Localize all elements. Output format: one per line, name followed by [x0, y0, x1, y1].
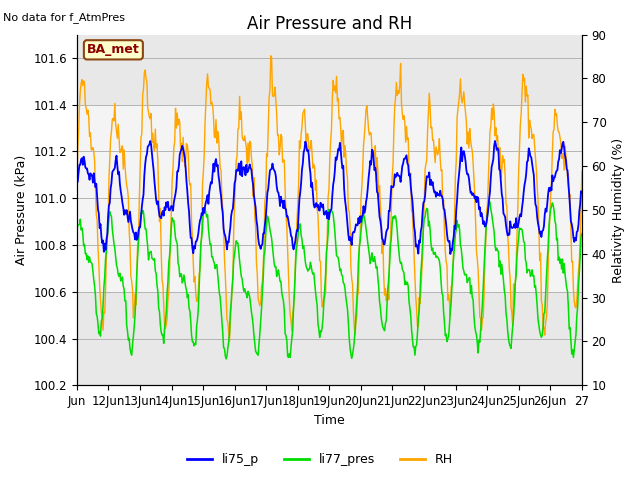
Y-axis label: Relativity Humidity (%): Relativity Humidity (%)	[612, 137, 625, 283]
Legend: li75_p, li77_pres, RH: li75_p, li77_pres, RH	[182, 448, 458, 471]
X-axis label: Time: Time	[314, 414, 345, 427]
Bar	[77, 105, 582, 292]
Y-axis label: Air Pressure (kPa): Air Pressure (kPa)	[15, 155, 28, 265]
Text: No data for f_AtmPres: No data for f_AtmPres	[3, 12, 125, 23]
Text: BA_met: BA_met	[87, 43, 140, 56]
Title: Air Pressure and RH: Air Pressure and RH	[247, 15, 412, 33]
